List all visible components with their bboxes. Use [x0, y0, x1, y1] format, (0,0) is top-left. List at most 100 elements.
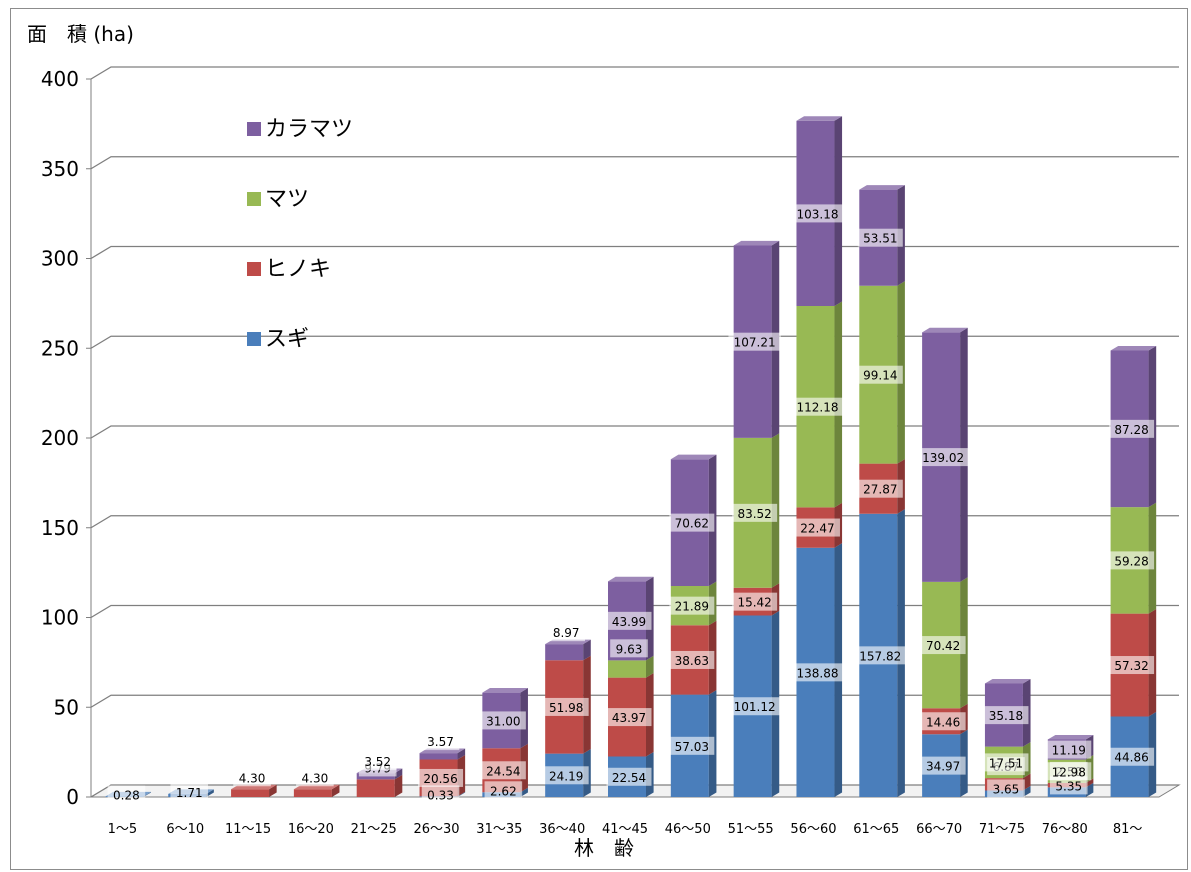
data-label-text: 83.52 [737, 507, 771, 521]
data-label-box [857, 479, 903, 498]
bar-segment-front [608, 660, 646, 678]
data-label-box [857, 365, 903, 384]
data-label-text: 57.03 [675, 740, 709, 754]
data-label-text: 27.87 [863, 483, 897, 497]
legend-label: スギ [265, 327, 309, 352]
stacked-bar-chart: 0 50 100 150 200 250 300 350 400 0.28 1.71 4.30 4.3… [27, 22, 1181, 860]
bar-segment-side [394, 768, 403, 780]
x-tick-label: 46～50 [665, 822, 711, 837]
data-label-box [728, 697, 781, 716]
legend-swatch [247, 262, 261, 276]
bar-stack [482, 688, 528, 797]
data-label-box [983, 753, 1029, 772]
x-tick-label: 51～55 [728, 822, 774, 837]
bar-segment-side [457, 791, 466, 797]
data-label-box [791, 663, 844, 682]
data-label-text: 70.42 [926, 639, 960, 653]
data-label-box [1049, 776, 1088, 795]
data-label: 22.54 [606, 767, 652, 786]
bar-segment-side [583, 639, 591, 661]
data-label: 14.46 [920, 712, 966, 731]
bar-segment-side [1085, 782, 1094, 797]
data-label-box [854, 646, 907, 665]
data-label-box [920, 712, 966, 731]
x-tick-label: 71～75 [979, 822, 1025, 837]
data-label-text: 21.89 [675, 600, 709, 614]
bar-segment-side [206, 789, 214, 797]
data-label: 38.63 [669, 650, 715, 669]
data-label: 35.18 [983, 706, 1029, 725]
bar-top-face [922, 327, 968, 333]
data-label: 1.71 [170, 782, 209, 801]
legend-swatch [247, 332, 261, 346]
data-label: 112.18 [791, 397, 844, 416]
data-label-text: 34.97 [926, 760, 960, 774]
data-label-box [987, 779, 1025, 798]
data-label: 138.88 [791, 663, 844, 682]
x-tick-label: 1～5 [108, 822, 138, 837]
data-label-box [421, 732, 460, 751]
data-label-box [920, 636, 966, 655]
data-label: 3.57 [421, 732, 460, 751]
data-label-text: 38.63 [675, 654, 709, 668]
legend-label: マツ [265, 187, 309, 212]
legend-swatch [247, 122, 261, 136]
data-label: 20.56 [418, 768, 464, 787]
y-tick-label: 0 [66, 785, 79, 809]
x-tick-label: 21～25 [351, 822, 397, 837]
data-label-text: 22.47 [800, 522, 834, 536]
data-label: 21.89 [669, 596, 715, 615]
data-label-box [1109, 551, 1155, 570]
y-tick-label: 200 [41, 426, 79, 450]
data-label-box [791, 204, 844, 223]
bar-top-face [859, 185, 905, 190]
bar-top-face [1047, 734, 1094, 740]
data-label-text: 57.32 [1114, 659, 1148, 673]
data-label-box [484, 781, 523, 800]
bar-segment-front [293, 789, 332, 797]
data-label: 5.35 [1049, 776, 1088, 795]
y-axis-ticks: 0 50 100 150 200 250 300 350 400 [41, 67, 79, 809]
bar-segment-side [269, 784, 277, 797]
data-label-text: 24.54 [486, 764, 520, 778]
data-label: 31.00 [480, 711, 526, 730]
data-label: 12.98 [1046, 762, 1092, 781]
bar-segment-front [545, 644, 584, 661]
y-tick-label: 50 [54, 695, 79, 719]
data-label-box [1109, 656, 1155, 675]
data-label-box [728, 332, 781, 351]
data-label-text: 8.97 [553, 626, 580, 640]
data-label-text: 87.28 [1114, 423, 1148, 437]
data-label-text: 1.71 [176, 786, 203, 800]
legend-swatch [247, 192, 261, 206]
x-tick-label: 26～30 [413, 822, 459, 837]
x-tick-label: 66～70 [916, 822, 962, 837]
data-label-box [547, 623, 585, 642]
data-label-text: 157.82 [859, 649, 901, 663]
data-label-text: 12.98 [1052, 765, 1086, 779]
bar-segment-side [143, 791, 152, 797]
data-label-box [732, 592, 778, 611]
bar-top-face [670, 454, 717, 460]
bar-segment-side [1022, 785, 1031, 797]
bar-stack [231, 784, 277, 797]
data-label-box [1109, 747, 1155, 766]
data-label-box [170, 782, 209, 801]
data-label: 15.42 [732, 592, 778, 611]
legend-label: カラマツ [265, 117, 353, 142]
data-label-box [983, 706, 1029, 725]
bar-top-face [1110, 345, 1157, 351]
data-label-box [606, 611, 652, 630]
data-label-text: 101.12 [734, 700, 776, 714]
data-label: 43.97 [606, 708, 652, 727]
data-label: 9.63 [610, 639, 648, 658]
data-label-box [916, 448, 970, 467]
data-label-box [794, 518, 840, 537]
x-axis-ticks: 1～5 6～10 11～15 16～20 21～25 26～30 31～35 36～40 41～… [108, 822, 1143, 837]
bar-stack [984, 678, 1031, 797]
data-label-text: 2.62 [490, 784, 517, 798]
bar-segment-front [419, 753, 458, 760]
data-label: 101.12 [728, 697, 781, 716]
x-tick-label: 81～ [1113, 822, 1143, 837]
data-label-box [480, 711, 526, 730]
